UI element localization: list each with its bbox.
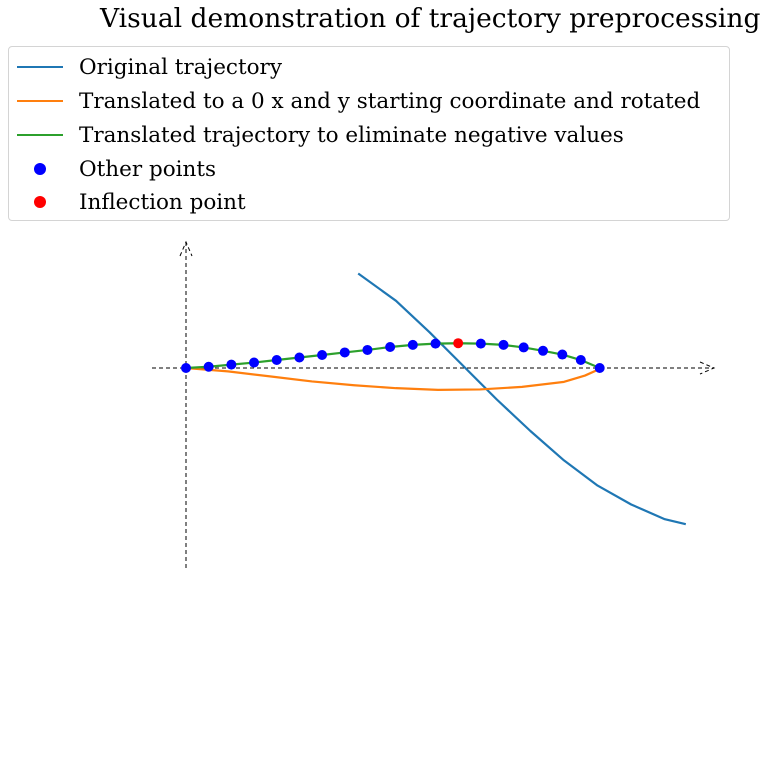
other-point bbox=[385, 342, 396, 352]
legend-label-translated-positive: Translated trajectory to eliminate negat… bbox=[79, 122, 624, 148]
other-point bbox=[575, 355, 586, 366]
series-line-original bbox=[357, 272, 687, 526]
other-point bbox=[557, 349, 568, 360]
other-point bbox=[518, 342, 529, 353]
legend-label-original: Original trajectory bbox=[79, 54, 282, 80]
legend-swatch-original bbox=[17, 50, 63, 84]
other-point bbox=[339, 347, 350, 358]
legend-label-inflection: Inflection point bbox=[79, 189, 246, 215]
legend-label-translated-rotated: Translated to a 0 x and y starting coord… bbox=[79, 88, 701, 114]
other-point bbox=[430, 338, 441, 349]
other-point bbox=[317, 349, 328, 360]
legend-label-other-points: Other points bbox=[79, 156, 217, 182]
legend-swatch-other-points bbox=[17, 152, 63, 186]
other-point bbox=[362, 344, 373, 355]
legend-swatch-translated-positive bbox=[17, 118, 63, 152]
legend-swatch-translated-rotated bbox=[17, 84, 63, 118]
other-point bbox=[203, 361, 214, 372]
other-point bbox=[226, 359, 237, 370]
chart-title: Visual demonstration of trajectory prepr… bbox=[100, 3, 761, 34]
other-point bbox=[407, 339, 418, 350]
other-point bbox=[249, 357, 260, 368]
legend: Original trajectory Translated to a 0 x … bbox=[8, 46, 730, 221]
other-point bbox=[594, 363, 605, 373]
other-point bbox=[181, 363, 191, 373]
other-point bbox=[498, 339, 509, 350]
series-line-translated-rotated bbox=[185, 366, 603, 391]
inflection-point bbox=[453, 338, 464, 349]
other-point bbox=[475, 338, 486, 349]
reference-axes bbox=[152, 240, 716, 568]
other-point bbox=[294, 352, 305, 363]
legend-swatch-inflection bbox=[17, 185, 63, 219]
other-point bbox=[538, 345, 548, 356]
x-axis-arrowhead bbox=[699, 361, 716, 375]
other-point bbox=[271, 355, 282, 366]
y-axis-arrowhead bbox=[179, 240, 193, 257]
